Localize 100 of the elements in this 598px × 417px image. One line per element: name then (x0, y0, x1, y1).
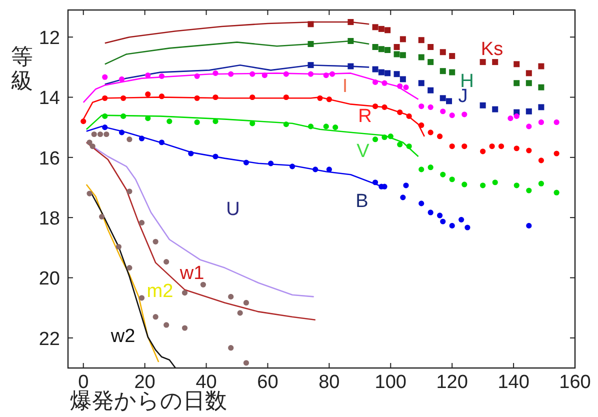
point (126, 265, 132, 271)
point (118, 130, 125, 136)
point (212, 118, 218, 124)
point (126, 188, 132, 194)
point (480, 182, 486, 188)
point (538, 104, 544, 110)
point (492, 106, 498, 112)
point (514, 146, 520, 152)
point (428, 164, 434, 170)
point (388, 134, 394, 140)
x-tick-label: 60 (257, 372, 278, 393)
point (323, 72, 329, 78)
point (228, 294, 234, 300)
point (418, 103, 424, 110)
point (243, 360, 250, 366)
point (116, 244, 122, 250)
point (243, 160, 250, 166)
point (538, 119, 544, 126)
point (97, 131, 104, 138)
point (152, 314, 158, 320)
point (250, 94, 256, 100)
point (308, 40, 314, 47)
point (382, 134, 388, 140)
point (317, 95, 323, 101)
point (514, 80, 520, 86)
point (99, 214, 105, 220)
point (462, 112, 468, 118)
point (308, 62, 314, 68)
point (394, 51, 400, 58)
point (397, 142, 403, 148)
point (348, 19, 354, 26)
point (378, 69, 384, 76)
point (86, 140, 92, 146)
point (462, 143, 468, 150)
point (182, 325, 188, 331)
point (382, 80, 388, 86)
point (400, 76, 406, 82)
point (554, 150, 560, 156)
annotation: Ks (480, 39, 504, 60)
annotation: I (342, 76, 348, 97)
y-axis-title: 等級 (11, 44, 33, 93)
annotation: U (226, 199, 240, 220)
x-tick-label: 100 (374, 372, 406, 393)
point (526, 70, 532, 76)
point (212, 70, 218, 76)
point (166, 118, 172, 124)
point (378, 26, 384, 32)
point (480, 59, 486, 66)
point (384, 47, 391, 54)
point (228, 345, 234, 351)
point (526, 108, 532, 114)
point (145, 91, 151, 98)
point (228, 71, 234, 77)
point (268, 160, 274, 166)
point (152, 238, 158, 244)
point (164, 322, 170, 328)
point (403, 182, 409, 188)
point (498, 143, 504, 150)
point (437, 134, 443, 140)
point (526, 124, 532, 130)
point (237, 310, 243, 316)
point (526, 80, 532, 86)
annotation: V (356, 141, 370, 162)
point (104, 131, 110, 138)
point (418, 166, 424, 172)
point (400, 194, 406, 200)
annotation: w2 (110, 326, 136, 347)
point (440, 172, 446, 178)
point (440, 218, 446, 224)
point (158, 94, 165, 100)
point (538, 84, 544, 90)
point (188, 150, 194, 156)
point (428, 104, 434, 110)
point (464, 224, 470, 230)
point (250, 71, 256, 77)
point (418, 122, 424, 128)
point (262, 72, 268, 78)
point (348, 63, 354, 70)
point (526, 188, 532, 194)
point (312, 166, 318, 172)
point (554, 190, 560, 196)
annotation: w1 (178, 263, 204, 284)
point (212, 94, 218, 100)
point (308, 124, 314, 130)
point (372, 180, 378, 186)
point (102, 95, 108, 101)
point (462, 182, 468, 188)
point (449, 69, 456, 76)
point (158, 140, 165, 146)
point (138, 136, 145, 142)
point (440, 49, 446, 56)
point (194, 73, 200, 79)
point (508, 116, 514, 122)
point (449, 222, 455, 229)
point (326, 166, 332, 172)
point (283, 94, 289, 100)
x-tick-label: 20 (134, 372, 156, 393)
point (538, 158, 544, 164)
point (194, 95, 200, 101)
point (394, 71, 400, 78)
